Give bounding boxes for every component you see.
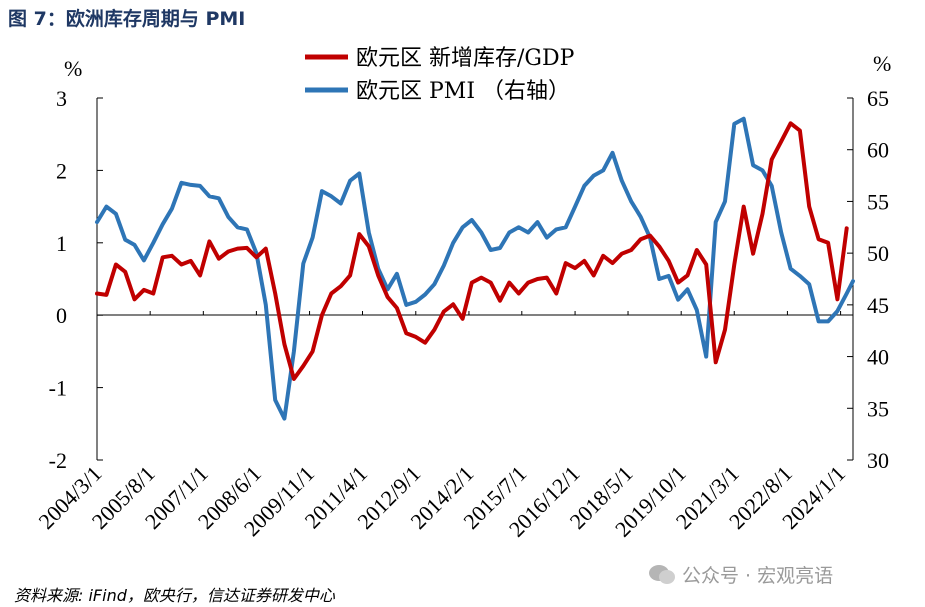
right-tick-label: 65 <box>867 86 889 111</box>
legend-label-inventory: 欧元区 新增库存/GDP <box>356 46 575 71</box>
left-tick-label: 0 <box>56 303 67 328</box>
left-axis-unit: % <box>64 56 82 81</box>
left-tick-label: 1 <box>56 231 67 256</box>
left-tick-label: 3 <box>56 86 67 111</box>
legend: 欧元区 新增库存/GDP 欧元区 PMI （右轴） <box>305 46 575 104</box>
legend-label-pmi: 欧元区 PMI （右轴） <box>356 79 570 104</box>
right-tick-label: 45 <box>867 293 889 318</box>
inventory-series-line <box>95 121 849 381</box>
right-tick-label: 60 <box>867 138 889 163</box>
left-tick-label: -1 <box>49 376 67 401</box>
pmi-series-line <box>95 116 855 421</box>
right-axis-ticks: 65 60 55 50 45 40 35 30 <box>847 86 889 473</box>
figure-title: 图 7：欧洲库存周期与 PMI <box>8 8 246 30</box>
watermark-text: 公众号 · 宏观亮语 <box>682 565 834 587</box>
wechat-icon <box>649 564 675 584</box>
left-tick-label: 2 <box>56 158 67 183</box>
left-axis-ticks: 3 2 1 0 -1 -2 <box>49 86 103 473</box>
right-tick-label: 30 <box>867 448 889 473</box>
series-lines <box>95 116 855 421</box>
right-tick-label: 35 <box>867 396 889 421</box>
right-tick-label: 55 <box>867 189 889 214</box>
right-axis-unit: % <box>873 51 891 76</box>
source-note: 资料来源: iFind，欧央行，信达证券研发中心 <box>14 586 335 605</box>
watermark: 公众号 · 宏观亮语 <box>648 561 833 588</box>
left-tick-label: -2 <box>49 448 67 473</box>
right-tick-label: 40 <box>867 345 889 370</box>
x-axis-ticks: 2004/3/12005/8/12007/1/12008/6/12009/11/… <box>34 311 850 542</box>
right-tick-label: 50 <box>867 241 889 266</box>
